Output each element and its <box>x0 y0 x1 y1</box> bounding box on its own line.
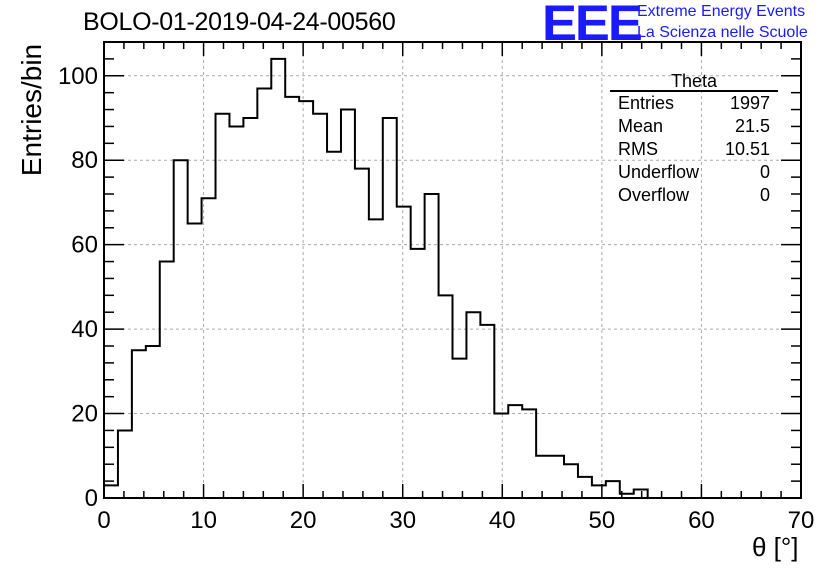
brand-line-2: La Scienza nelle Scuole <box>637 24 808 41</box>
histogram-bin <box>132 350 146 498</box>
stats-row-overflow: Overflow 0 <box>610 184 778 207</box>
stats-value: 10.51 <box>724 139 770 159</box>
x-tick-label: 30 <box>389 507 416 534</box>
histogram-bin <box>439 295 453 498</box>
histogram-bin <box>285 97 299 498</box>
histogram-bin <box>453 359 467 498</box>
histogram-bin <box>508 405 522 498</box>
stats-row-rms: RMS 10.51 <box>610 138 778 161</box>
y-tick-label: 80 <box>71 147 98 174</box>
histogram-bin <box>383 118 397 498</box>
stats-row-mean: Mean 21.5 <box>610 115 778 138</box>
y-axis-label: Entries/bin <box>16 43 47 177</box>
histogram-bin <box>411 249 425 498</box>
x-axis-label: θ [°] <box>752 532 799 562</box>
histogram-bin <box>104 485 118 498</box>
y-tick-label: 20 <box>71 401 98 428</box>
stats-label: Entries <box>618 93 675 113</box>
histogram-outline <box>104 57 801 499</box>
x-tick-label: 10 <box>190 507 217 534</box>
stats-label: Mean <box>618 116 664 136</box>
histogram-bin <box>271 59 285 498</box>
stats-label: Underflow <box>618 162 700 182</box>
chart-title: BOLO-01-2019-04-24-00560 <box>83 8 396 36</box>
stats-box: Theta Entries 1997 Mean 21.5 RMS 10.51 Underfl… <box>610 72 778 207</box>
histogram-bin <box>216 114 230 498</box>
stats-value: 0 <box>759 162 770 182</box>
histogram-bin <box>522 409 536 498</box>
histogram-bin <box>564 464 578 498</box>
histogram-bin <box>174 160 188 498</box>
stats-value: 1997 <box>729 93 770 113</box>
histogram-bin <box>355 169 369 498</box>
histogram-bin <box>494 414 508 498</box>
histogram-bin <box>369 219 383 498</box>
stats-box-title: Theta <box>610 72 778 92</box>
histogram-bin <box>578 477 592 498</box>
histogram-bin <box>327 152 341 498</box>
tick-labels: 0 10 20 30 40 50 60 70 0 20 40 60 80 100 <box>58 63 814 534</box>
grid-lines <box>104 42 801 498</box>
x-tick-label: 20 <box>290 507 317 534</box>
histogram-bin <box>606 481 620 498</box>
histogram-bin <box>592 485 606 498</box>
histogram-bin <box>243 118 257 498</box>
eee-logo: EEE <box>542 0 643 51</box>
histogram-bin <box>160 262 174 498</box>
y-tick-label: 40 <box>71 316 98 343</box>
histogram-bin <box>425 194 439 498</box>
x-tick-label: 60 <box>688 507 715 534</box>
stats-row-underflow: Underflow 0 <box>610 161 778 184</box>
x-tick-label: 70 <box>788 507 815 534</box>
histogram-bin <box>146 346 160 498</box>
histogram-bin <box>313 114 327 498</box>
x-tick-label: 50 <box>589 507 616 534</box>
x-tick-label: 0 <box>97 507 110 534</box>
histogram-bin <box>536 456 550 498</box>
plot-frame <box>103 41 802 499</box>
histogram-bin <box>188 224 202 498</box>
y-tick-label: 100 <box>58 63 98 90</box>
stats-value: 0 <box>759 185 770 205</box>
histogram-bin <box>480 325 494 498</box>
histogram-bin <box>299 101 313 498</box>
histogram-bin <box>118 430 132 498</box>
histogram-bin <box>466 312 480 498</box>
histogram-bin <box>341 110 355 498</box>
histogram-bin <box>397 207 411 498</box>
brand-line-1: Extreme Energy Events <box>637 3 806 20</box>
y-tick-label: 0 <box>85 485 98 512</box>
histogram-bin <box>229 126 243 498</box>
x-tick-label: 40 <box>489 507 516 534</box>
y-tick-label: 60 <box>71 232 98 259</box>
stats-label: Overflow <box>618 185 690 205</box>
histogram-bin <box>257 88 271 498</box>
stats-row-entries: Entries 1997 <box>610 92 778 115</box>
histogram-bins <box>104 59 648 498</box>
stats-label: RMS <box>618 139 658 159</box>
axis-ticks <box>103 41 802 499</box>
stats-value: 21.5 <box>734 116 770 136</box>
histogram-bin <box>634 490 648 498</box>
